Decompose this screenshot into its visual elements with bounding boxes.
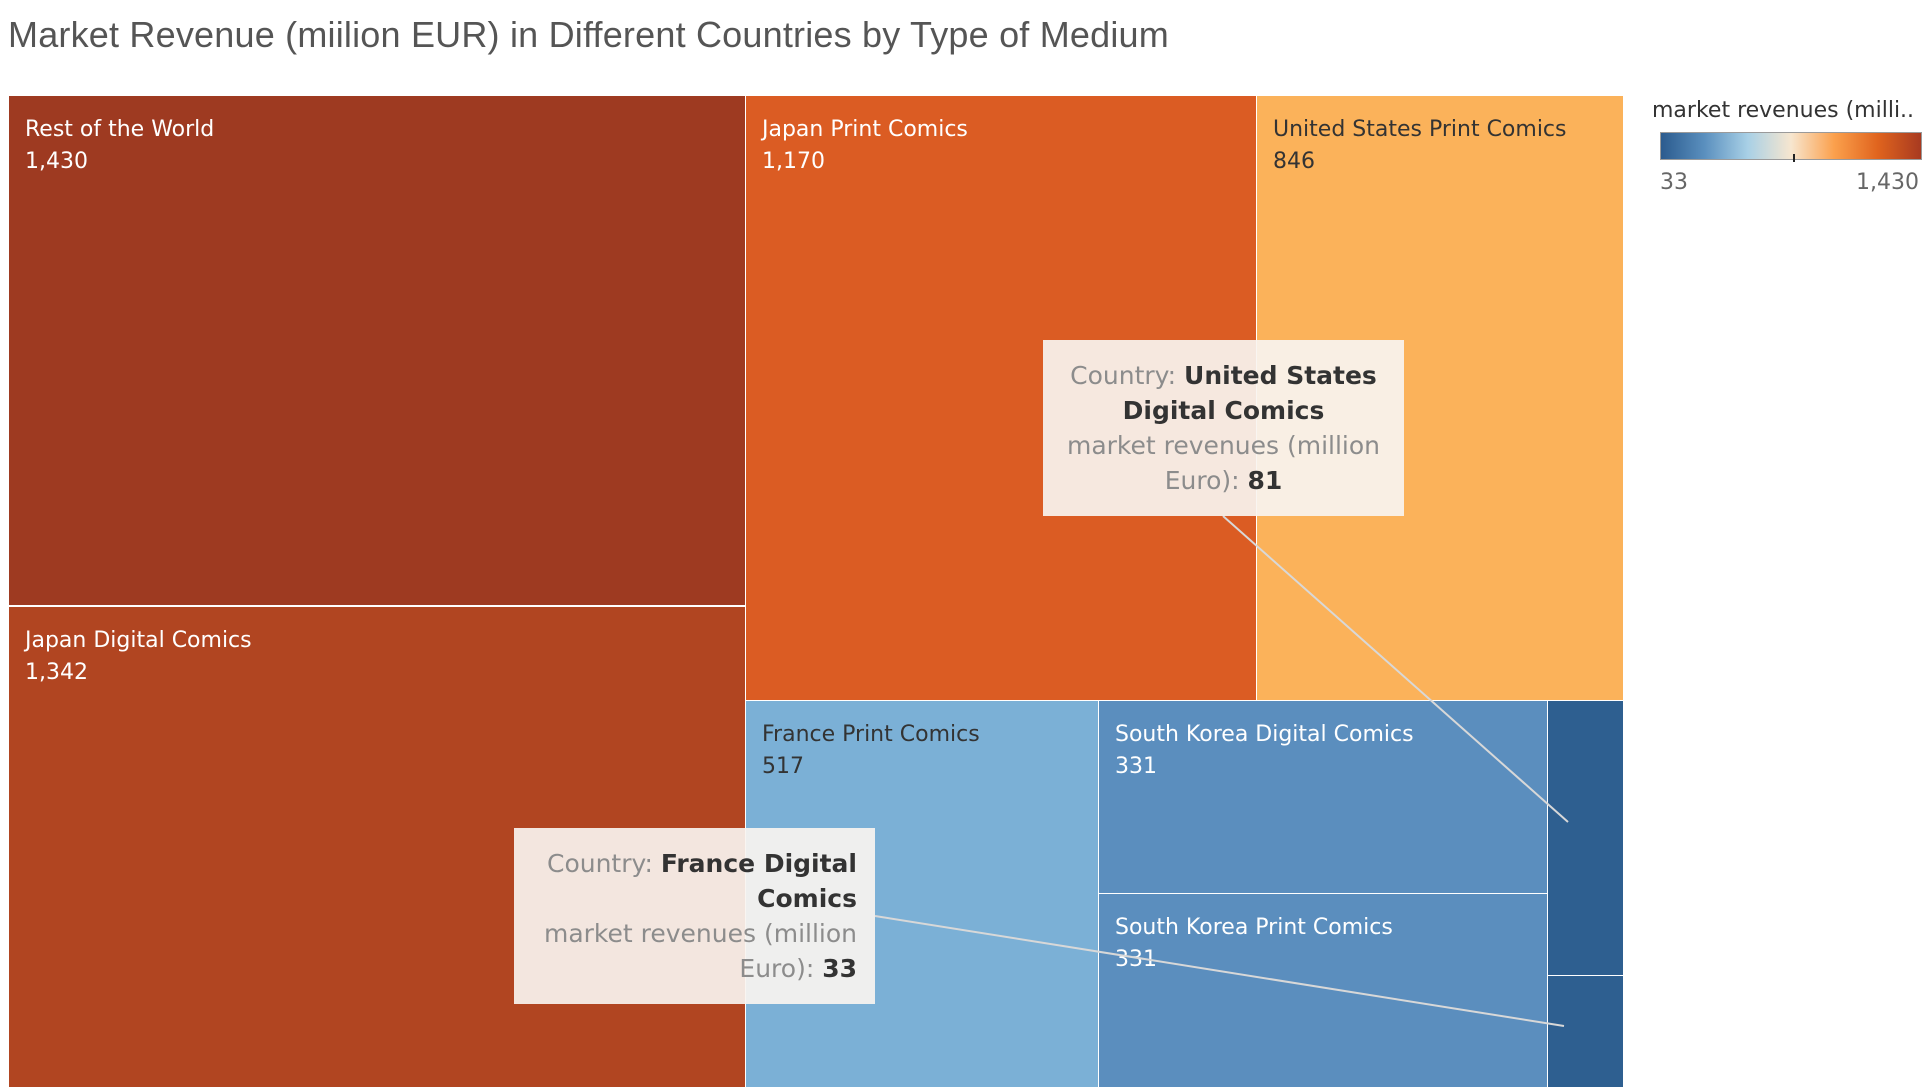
legend-max-label: 1,430 (1856, 170, 1919, 195)
tooltip-united-states-digital: Country: United States Digital Comics ma… (1043, 340, 1404, 516)
tile-label-rest-of-the-world: Rest of the World (25, 117, 214, 142)
tile-value-south-korea-digital-comics: 331 (1115, 754, 1157, 779)
tile-value-japan-digital-comics: 1,342 (25, 660, 88, 685)
tile-value-japan-print-comics: 1,170 (762, 149, 825, 174)
tile-label-south-korea-print-comics: South Korea Print Comics (1115, 915, 1393, 940)
tooltip-country: France Digital Comics (660, 849, 857, 913)
tile-label-japan-print-comics: Japan Print Comics (760, 117, 968, 142)
tile-south-korea-digital-comics[interactable] (1099, 701, 1547, 893)
tile-label-south-korea-digital-comics: South Korea Digital Comics (1115, 722, 1414, 747)
tile-value-united-states-print-comics: 846 (1273, 149, 1315, 174)
tile-label-japan-digital-comics: Japan Digital Comics (23, 628, 252, 653)
legend-min-label: 33 (1660, 170, 1688, 195)
tooltip-value: 33 (822, 954, 857, 983)
tooltip-country-prefix: Country: (1070, 361, 1185, 390)
tooltip-measure-label: market revenues (million Euro): (1066, 431, 1381, 495)
tile-united-states-digital-comics[interactable] (1548, 701, 1623, 975)
tile-label-united-states-print-comics: United States Print Comics (1273, 117, 1567, 142)
tile-south-korea-print-comics[interactable] (1099, 894, 1547, 1087)
tooltip-france-digital: Country: France Digital Comics market re… (514, 828, 875, 1004)
tooltip-value: 81 (1247, 466, 1283, 495)
chart-title: Market Revenue (miilion EUR) in Differen… (8, 14, 1169, 55)
tile-value-rest-of-the-world: 1,430 (25, 149, 88, 174)
tooltip-country-prefix: Country: (546, 849, 661, 878)
leader-line-united-states-digital (1222, 515, 1569, 823)
tooltip-country: United States Digital Comics (1122, 361, 1377, 425)
leader-line-france-digital (874, 915, 1565, 1027)
tile-label-france-print-comics: France Print Comics (762, 722, 980, 747)
tile-france-digital-comics[interactable] (1548, 976, 1623, 1087)
tooltip-measure-label: market revenues (million Euro): (543, 919, 857, 983)
tile-rest-of-the-world[interactable] (9, 96, 745, 605)
legend-marker (1793, 154, 1795, 162)
tile-value-france-print-comics: 517 (762, 754, 804, 779)
legend-color-ramp (1660, 132, 1922, 160)
legend-title: market revenues (milli.. (1652, 98, 1915, 123)
